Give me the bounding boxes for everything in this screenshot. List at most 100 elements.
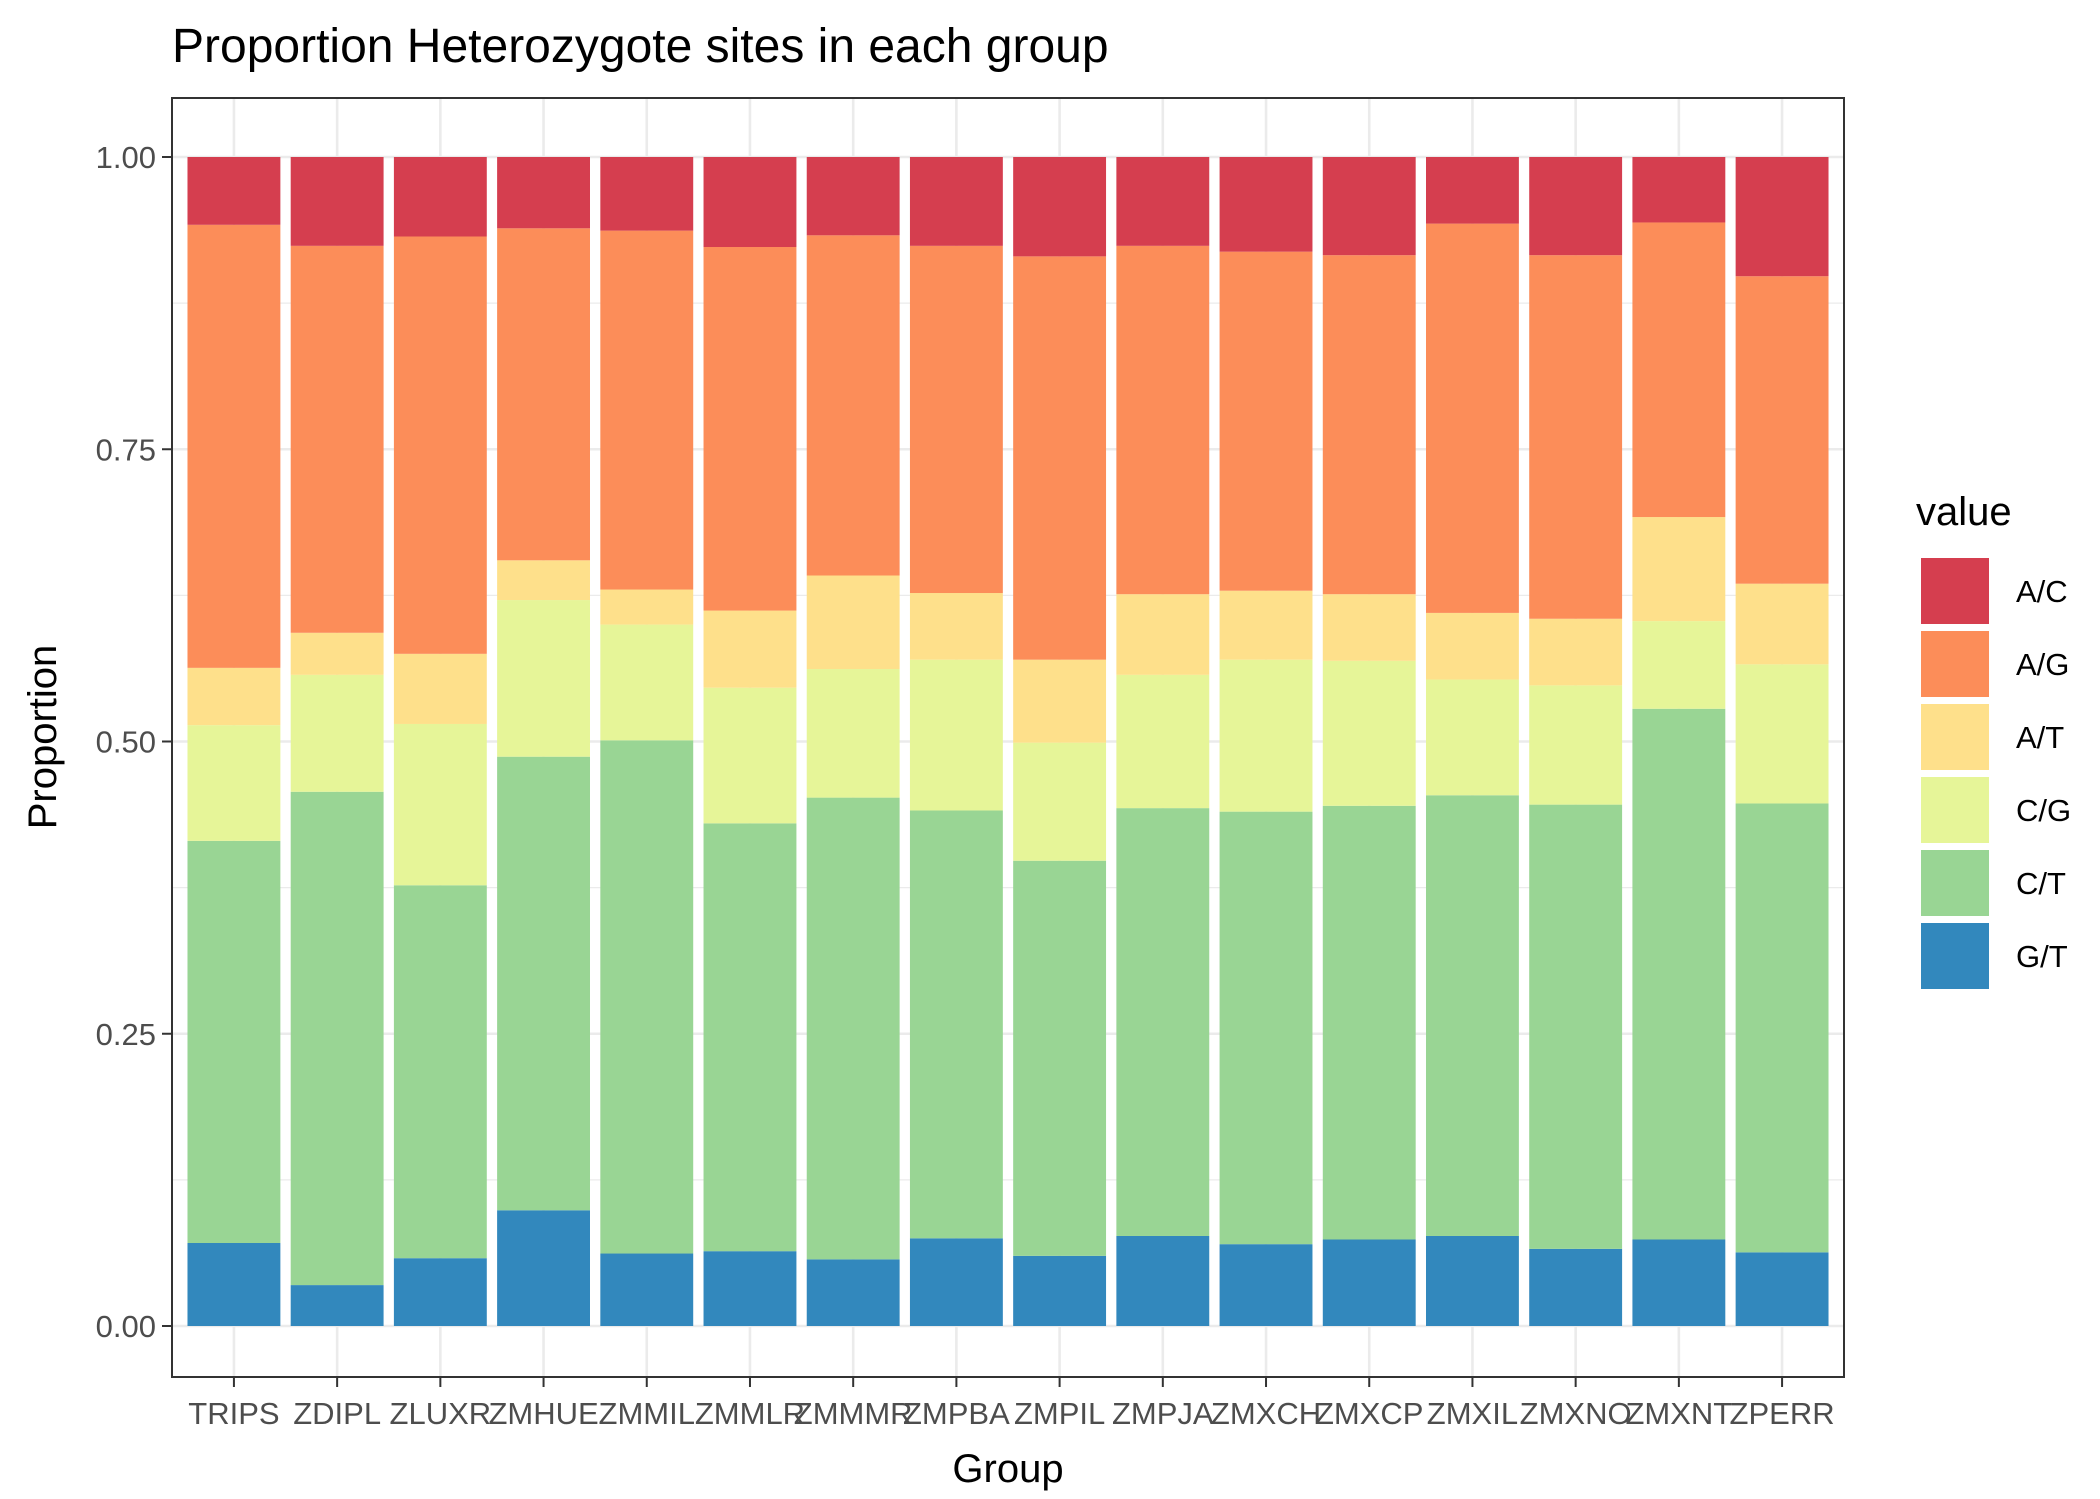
bar-segment bbox=[290, 791, 384, 1286]
bar-segment bbox=[1013, 256, 1107, 660]
bar-segment bbox=[393, 653, 487, 724]
panel bbox=[171, 97, 1845, 1378]
x-axis-title: Group bbox=[952, 1447, 1063, 1491]
bar-segment bbox=[1116, 1235, 1210, 1326]
x-tick-label: ZLUXR bbox=[390, 1396, 492, 1431]
bar-segment bbox=[290, 674, 384, 792]
legend-label: G/T bbox=[2016, 939, 2068, 974]
bar-segment bbox=[1426, 223, 1519, 613]
bar-segment bbox=[806, 797, 900, 1260]
bar-segment bbox=[909, 1238, 1003, 1326]
bar-segment bbox=[1322, 594, 1416, 661]
bar-segment bbox=[393, 157, 487, 237]
bar-segment bbox=[290, 245, 384, 633]
bar-segment bbox=[806, 669, 900, 798]
bar-segment bbox=[1116, 245, 1210, 595]
bar-segment bbox=[1632, 708, 1726, 1240]
bar-segment bbox=[1116, 594, 1210, 675]
bar-segment bbox=[290, 632, 384, 675]
bar-segment bbox=[806, 235, 900, 576]
legend-key bbox=[1921, 923, 1989, 989]
bar-segment bbox=[1632, 1239, 1726, 1326]
y-tick-label: 0.50 bbox=[96, 725, 156, 760]
x-tick-label: ZMPBA bbox=[903, 1396, 1010, 1431]
bar-segment bbox=[1013, 659, 1107, 743]
bar-segment bbox=[1632, 157, 1726, 223]
bar-segment bbox=[187, 224, 281, 668]
bar-segment bbox=[1735, 1252, 1829, 1326]
bar-segment bbox=[187, 157, 281, 225]
bar-segment bbox=[1322, 255, 1416, 595]
bar-segment bbox=[703, 157, 797, 248]
bar-segment bbox=[1735, 583, 1829, 665]
bar-segment bbox=[1426, 612, 1519, 680]
bar-segment bbox=[1735, 803, 1829, 1253]
bar-segment bbox=[1426, 1235, 1519, 1326]
bar-segment bbox=[909, 659, 1003, 811]
bar-segment bbox=[703, 687, 797, 824]
legend-label: C/T bbox=[2016, 866, 2066, 901]
bar-segment bbox=[1322, 660, 1416, 806]
legend-label: A/C bbox=[2016, 574, 2068, 609]
bar-segment bbox=[1219, 590, 1313, 660]
bar-segment bbox=[1013, 860, 1107, 1256]
y-tick-label: 0.25 bbox=[96, 1017, 156, 1052]
bar-segment bbox=[806, 1259, 900, 1326]
bar-segment bbox=[1426, 795, 1519, 1236]
legend-key bbox=[1921, 777, 1989, 843]
bar-segment bbox=[600, 157, 694, 231]
bar-segment bbox=[497, 157, 590, 229]
bar-segment bbox=[497, 560, 590, 601]
bar-segment bbox=[393, 236, 487, 654]
bar-segment bbox=[1322, 805, 1416, 1240]
legend-title: value bbox=[1916, 490, 2012, 534]
bar-segment bbox=[187, 667, 281, 726]
legend-key bbox=[1921, 558, 1989, 624]
legend-key bbox=[1921, 850, 1989, 916]
legend-key bbox=[1921, 631, 1989, 697]
bar-segment bbox=[806, 575, 900, 670]
bar-segment bbox=[393, 885, 487, 1259]
bar-segment bbox=[393, 1258, 487, 1326]
bar-segment bbox=[1426, 157, 1519, 224]
bar-segment bbox=[1426, 679, 1519, 796]
bar-segment bbox=[1529, 157, 1623, 256]
x-tick-label: ZMXCH bbox=[1211, 1396, 1321, 1431]
bar-segment bbox=[1529, 618, 1623, 686]
bar-segment bbox=[497, 600, 590, 757]
bar-segment bbox=[909, 245, 1003, 594]
x-tick-label: ZMHUE bbox=[488, 1396, 598, 1431]
chart-title: Proportion Heterozygote sites in each gr… bbox=[172, 20, 1109, 73]
bar-segment bbox=[703, 247, 797, 611]
panel-border bbox=[171, 97, 1845, 1378]
bar-segment bbox=[1219, 1244, 1313, 1326]
bar-segment bbox=[290, 1285, 384, 1326]
bar-segment bbox=[909, 593, 1003, 660]
legend-label: A/T bbox=[2016, 720, 2064, 755]
bar-segment bbox=[1529, 685, 1623, 805]
y-tick-label: 0.75 bbox=[96, 432, 156, 467]
bar-segment bbox=[600, 589, 694, 625]
bar-segment bbox=[1013, 157, 1107, 257]
legend-label: C/G bbox=[2016, 793, 2071, 828]
y-tick-label: 0.00 bbox=[96, 1309, 156, 1344]
y-axis-title: Proportion bbox=[21, 645, 65, 830]
bar-segment bbox=[1735, 664, 1829, 804]
bar-segment bbox=[703, 823, 797, 1252]
bar-segment bbox=[1632, 621, 1726, 709]
bar-segment bbox=[1219, 157, 1313, 252]
x-tick-label: ZDIPL bbox=[293, 1396, 381, 1431]
bars bbox=[187, 157, 1829, 1326]
bar-segment bbox=[703, 610, 797, 688]
bar-segment bbox=[600, 1253, 694, 1326]
bar-segment bbox=[909, 157, 1003, 246]
y-axis: 0.00 0.25 0.50 0.75 1.00 bbox=[96, 140, 172, 1344]
bar-segment bbox=[393, 723, 487, 886]
bar-segment bbox=[290, 157, 384, 246]
bar-segment bbox=[1116, 157, 1210, 246]
bar-segment bbox=[1735, 276, 1829, 584]
bar-segment bbox=[600, 230, 694, 590]
x-tick-label: ZMMIL bbox=[599, 1396, 695, 1431]
